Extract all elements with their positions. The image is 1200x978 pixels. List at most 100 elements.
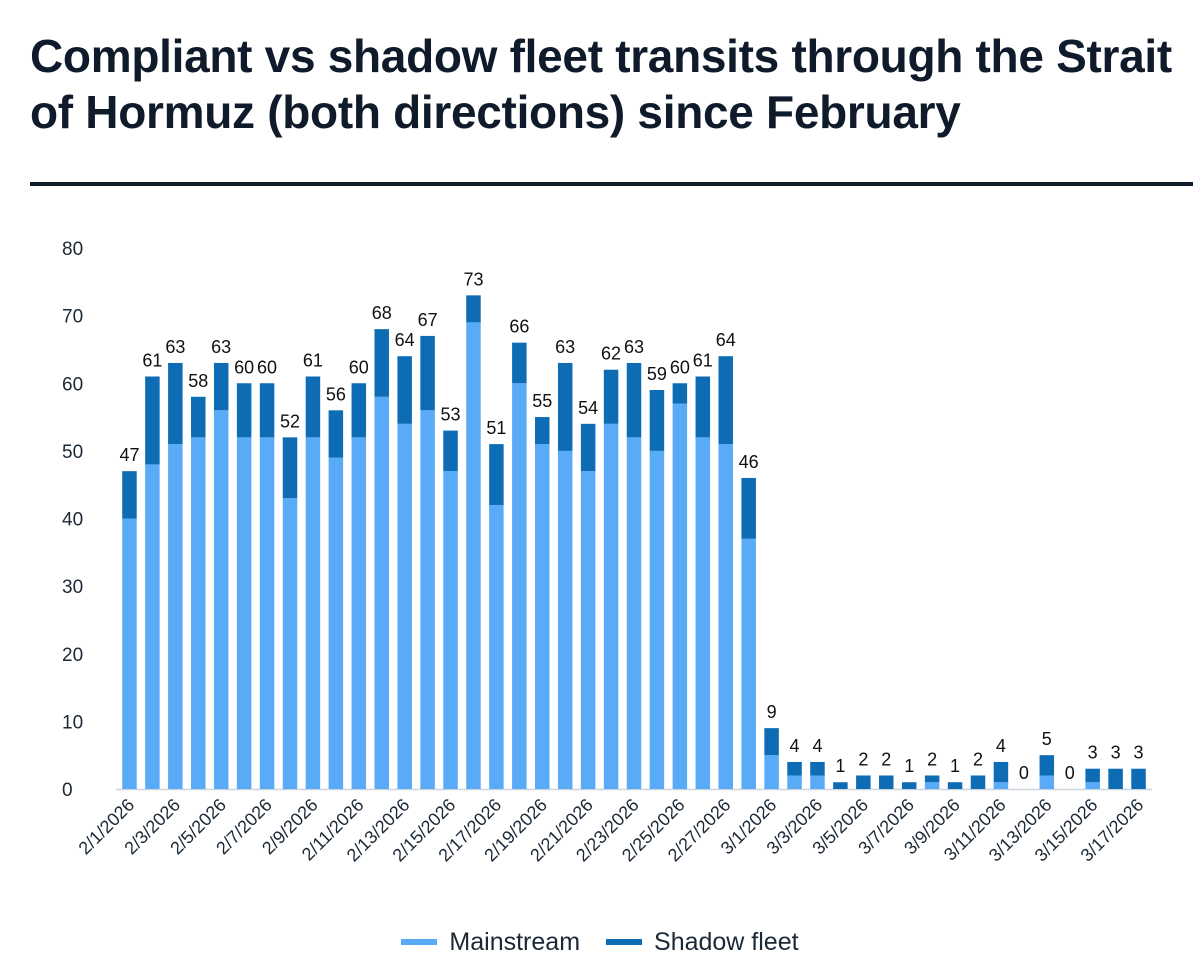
data-label-total: 73 — [463, 269, 483, 289]
legend-label-shadow-fleet: Shadow fleet — [654, 927, 799, 956]
bar-shadow-fleet — [168, 362, 183, 445]
data-label-total: 47 — [119, 445, 139, 465]
bar-shadow-fleet — [833, 782, 848, 789]
data-label-total: 60 — [670, 357, 690, 377]
data-label-total: 3 — [1111, 743, 1121, 763]
bar-mainstream — [259, 437, 275, 789]
data-label-total: 2 — [927, 749, 937, 769]
bar-shadow-fleet — [1085, 768, 1100, 783]
data-label-total: 62 — [601, 344, 621, 364]
y-tick-label: 40 — [62, 510, 83, 531]
bar-mainstream — [764, 755, 779, 789]
bar-mainstream — [282, 498, 298, 789]
data-label-total: 61 — [693, 350, 713, 370]
data-label-total: 64 — [395, 330, 415, 350]
bar-shadow-fleet — [466, 295, 481, 323]
data-label-total: 61 — [142, 350, 162, 370]
data-label-total: 63 — [211, 337, 231, 357]
bar-mainstream — [1085, 782, 1100, 789]
data-label-total: 46 — [739, 452, 759, 472]
bar-shadow-fleet — [351, 383, 367, 438]
data-label-total: 3 — [1134, 743, 1144, 763]
bar-mainstream — [328, 457, 344, 789]
bar-shadow-fleet — [947, 782, 963, 789]
data-label-total: 61 — [303, 350, 323, 370]
bar-shadow-fleet — [924, 775, 940, 783]
data-label-total: 0 — [1065, 763, 1075, 783]
bar-mainstream — [213, 410, 229, 789]
bar-shadow-fleet — [397, 356, 412, 424]
bar-mainstream — [374, 396, 389, 789]
bar-mainstream — [672, 403, 688, 789]
data-label-total: 60 — [257, 357, 277, 377]
bar-shadow-fleet — [328, 410, 344, 458]
data-label-total: 4 — [996, 736, 1006, 756]
bar-mainstream — [810, 775, 825, 789]
data-label-total: 4 — [790, 736, 800, 756]
bar-shadow-fleet — [259, 383, 275, 438]
bar-mainstream — [580, 471, 596, 789]
data-label-total: 2 — [973, 749, 983, 769]
bar-mainstream — [489, 504, 504, 789]
y-tick-label: 50 — [62, 442, 83, 463]
bar-mainstream — [145, 464, 160, 789]
bar-shadow-fleet — [191, 396, 206, 438]
chart-title: Compliant vs shadow fleet transits throu… — [30, 30, 1172, 138]
bar-shadow-fleet — [420, 335, 435, 411]
data-label-total: 63 — [624, 337, 644, 357]
y-tick-label: 10 — [62, 712, 83, 733]
data-label-total: 52 — [280, 411, 300, 431]
bar-shadow-fleet — [649, 390, 665, 451]
bar-shadow-fleet — [557, 362, 573, 451]
data-label-total: 63 — [165, 337, 185, 357]
data-label-total: 63 — [555, 337, 575, 357]
bar-mainstream — [466, 322, 481, 789]
data-label-total: 1 — [904, 756, 914, 776]
data-label-total: 2 — [881, 749, 891, 769]
bar-shadow-fleet — [1039, 755, 1055, 776]
bar-mainstream — [787, 775, 802, 789]
bar-shadow-fleet — [626, 362, 642, 438]
data-label-total: 51 — [486, 418, 506, 438]
bar-mainstream — [443, 471, 458, 789]
legend: Mainstream Shadow fleet — [0, 922, 1200, 962]
bar-mainstream — [535, 444, 550, 789]
data-label-total: 60 — [349, 357, 369, 377]
bar-shadow-fleet — [236, 383, 252, 438]
bar-mainstream — [993, 782, 1009, 789]
data-label-total: 3 — [1088, 743, 1098, 763]
bar-mainstream — [924, 782, 940, 789]
bar-mainstream — [1039, 775, 1055, 789]
data-label-total: 68 — [372, 303, 392, 323]
bar-shadow-fleet — [213, 362, 229, 411]
bar-shadow-fleet — [535, 417, 550, 445]
bar-shadow-fleet — [672, 383, 688, 404]
bar-mainstream — [397, 423, 412, 789]
bar-mainstream — [168, 444, 183, 789]
data-label-total: 4 — [812, 736, 822, 756]
bar-shadow-fleet — [603, 369, 619, 424]
data-label-total: 53 — [441, 405, 461, 425]
y-tick-label: 20 — [62, 645, 83, 666]
legend-item-mainstream: Mainstream — [401, 928, 580, 957]
data-label-total: 54 — [578, 398, 598, 418]
bar-shadow-fleet — [879, 775, 894, 789]
bar-mainstream — [420, 410, 435, 789]
data-label-total: 56 — [326, 384, 346, 404]
y-tick-label: 30 — [62, 577, 83, 598]
bar-shadow-fleet — [764, 728, 779, 756]
title-divider — [30, 182, 1193, 186]
legend-swatch-shadow-fleet — [606, 939, 643, 945]
data-label-total: 1 — [835, 756, 845, 776]
bar-shadow-fleet — [489, 444, 504, 505]
legend-item-shadow-fleet: Shadow fleet — [606, 928, 799, 957]
bar-shadow-fleet — [901, 782, 917, 789]
data-label-total: 60 — [234, 357, 254, 377]
bar-mainstream — [512, 383, 527, 789]
y-tick-label: 0 — [62, 780, 73, 801]
bar-mainstream — [741, 538, 756, 789]
bar-shadow-fleet — [580, 423, 596, 472]
data-label-total: 59 — [647, 364, 667, 384]
data-label-total: 9 — [767, 702, 777, 722]
